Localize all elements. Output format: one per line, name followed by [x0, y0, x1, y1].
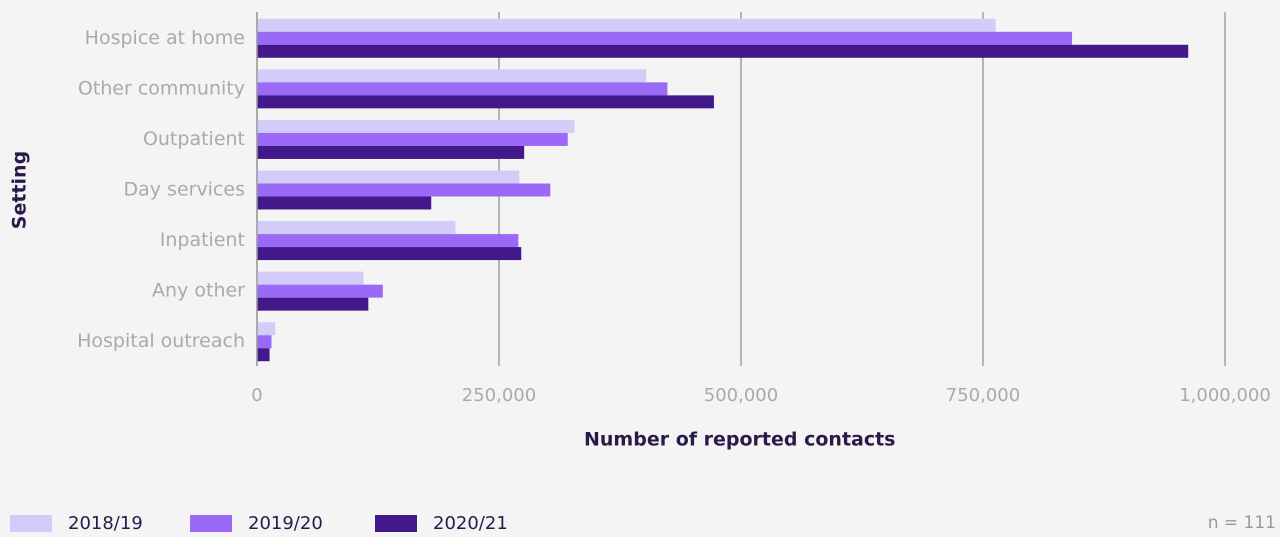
bar	[257, 170, 520, 184]
bar	[257, 44, 1189, 58]
bar	[257, 69, 647, 83]
bar	[257, 196, 432, 210]
bar	[257, 145, 525, 159]
bar	[257, 335, 272, 349]
y-tick-label: Any other	[152, 280, 245, 302]
y-axis-label: Setting	[9, 151, 31, 229]
legend-label: 2019/20	[248, 513, 323, 533]
y-tick-label: Inpatient	[160, 229, 245, 251]
bar	[257, 297, 369, 311]
bar	[257, 132, 568, 146]
y-tick-label: Hospital outreach	[77, 330, 245, 352]
x-tick-label: 500,000	[704, 385, 778, 406]
bar	[257, 95, 714, 109]
bar	[257, 119, 575, 133]
x-tick-label: 1,000,000	[1179, 385, 1271, 406]
y-tick-label: Day services	[123, 179, 245, 201]
bar	[257, 348, 270, 362]
x-tick-label: 0	[251, 385, 262, 406]
y-tick-label: Hospice at home	[85, 27, 245, 49]
bar	[257, 31, 1073, 45]
x-tick-label: 250,000	[462, 385, 536, 406]
legend-swatch	[190, 515, 232, 532]
x-axis-label: Number of reported contacts	[584, 429, 896, 451]
y-tick-label: Other community	[78, 77, 245, 99]
legend-swatch	[10, 515, 52, 532]
x-tick-label: 750,000	[946, 385, 1020, 406]
bar	[257, 183, 551, 197]
bar	[257, 18, 996, 32]
bar	[257, 284, 383, 298]
legend-swatch	[375, 515, 417, 532]
y-tick-label: Outpatient	[143, 128, 245, 150]
legend-label: 2018/19	[68, 513, 143, 533]
bar	[257, 82, 668, 96]
bar	[257, 221, 456, 235]
bar	[257, 234, 519, 248]
note: n = 111	[1208, 513, 1276, 533]
legend-label: 2020/21	[433, 513, 508, 533]
bar	[257, 271, 364, 285]
bar	[257, 322, 276, 336]
bar	[257, 247, 522, 261]
